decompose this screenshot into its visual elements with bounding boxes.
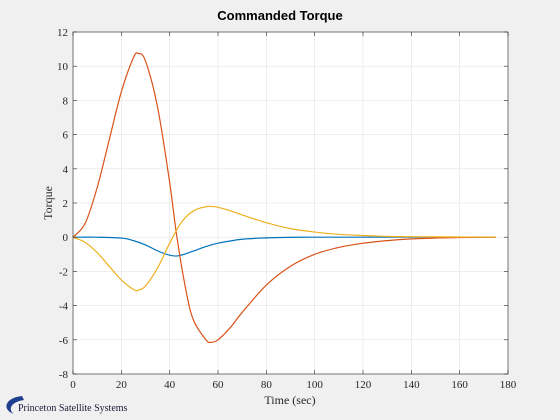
y-tick-label: 4 bbox=[63, 164, 69, 176]
series-line-3 bbox=[72, 205, 496, 292]
x-tick-label: 60 bbox=[213, 379, 225, 391]
chart-title: Commanded Torque bbox=[217, 8, 342, 23]
x-tick-label: 40 bbox=[164, 379, 176, 391]
series-line-2 bbox=[72, 52, 496, 344]
y-axis-label: Torque bbox=[41, 186, 55, 220]
logo-swoosh-icon bbox=[6, 396, 24, 414]
y-tick-label: -6 bbox=[59, 335, 69, 347]
x-tick-label: 100 bbox=[306, 379, 323, 391]
x-tick-label: 120 bbox=[355, 379, 372, 391]
x-tick-label: 140 bbox=[403, 379, 420, 391]
x-tick-label: 20 bbox=[116, 379, 128, 391]
logo-text: Princeton Satellite Systems bbox=[18, 403, 128, 414]
x-axis-label: Time (sec) bbox=[264, 393, 315, 407]
y-tick-label: -2 bbox=[59, 266, 68, 278]
y-tick-label: 12 bbox=[57, 27, 68, 39]
y-tick-label: 6 bbox=[63, 130, 69, 142]
axis-ticks: 0 20 40 60 80 100 120 140 160 180 -8 -6 -4 -2 0 2 4 6 8 10 1… bbox=[57, 27, 517, 391]
y-tick-label: 10 bbox=[57, 61, 69, 73]
y-tick-label: 0 bbox=[63, 232, 69, 244]
y-tick-label: -8 bbox=[59, 369, 69, 381]
x-tick-label: 180 bbox=[500, 379, 517, 391]
y-tick-label: 8 bbox=[63, 95, 69, 107]
x-tick-label: 0 bbox=[70, 379, 76, 391]
x-tick-label: 160 bbox=[451, 379, 468, 391]
series-line-1 bbox=[72, 236, 496, 257]
x-tick-label: 80 bbox=[261, 379, 273, 391]
y-tick-label: 2 bbox=[63, 198, 69, 210]
y-tick-label: -4 bbox=[59, 301, 69, 313]
series-lines bbox=[72, 52, 496, 344]
logo: Princeton Satellite Systems bbox=[6, 396, 128, 414]
